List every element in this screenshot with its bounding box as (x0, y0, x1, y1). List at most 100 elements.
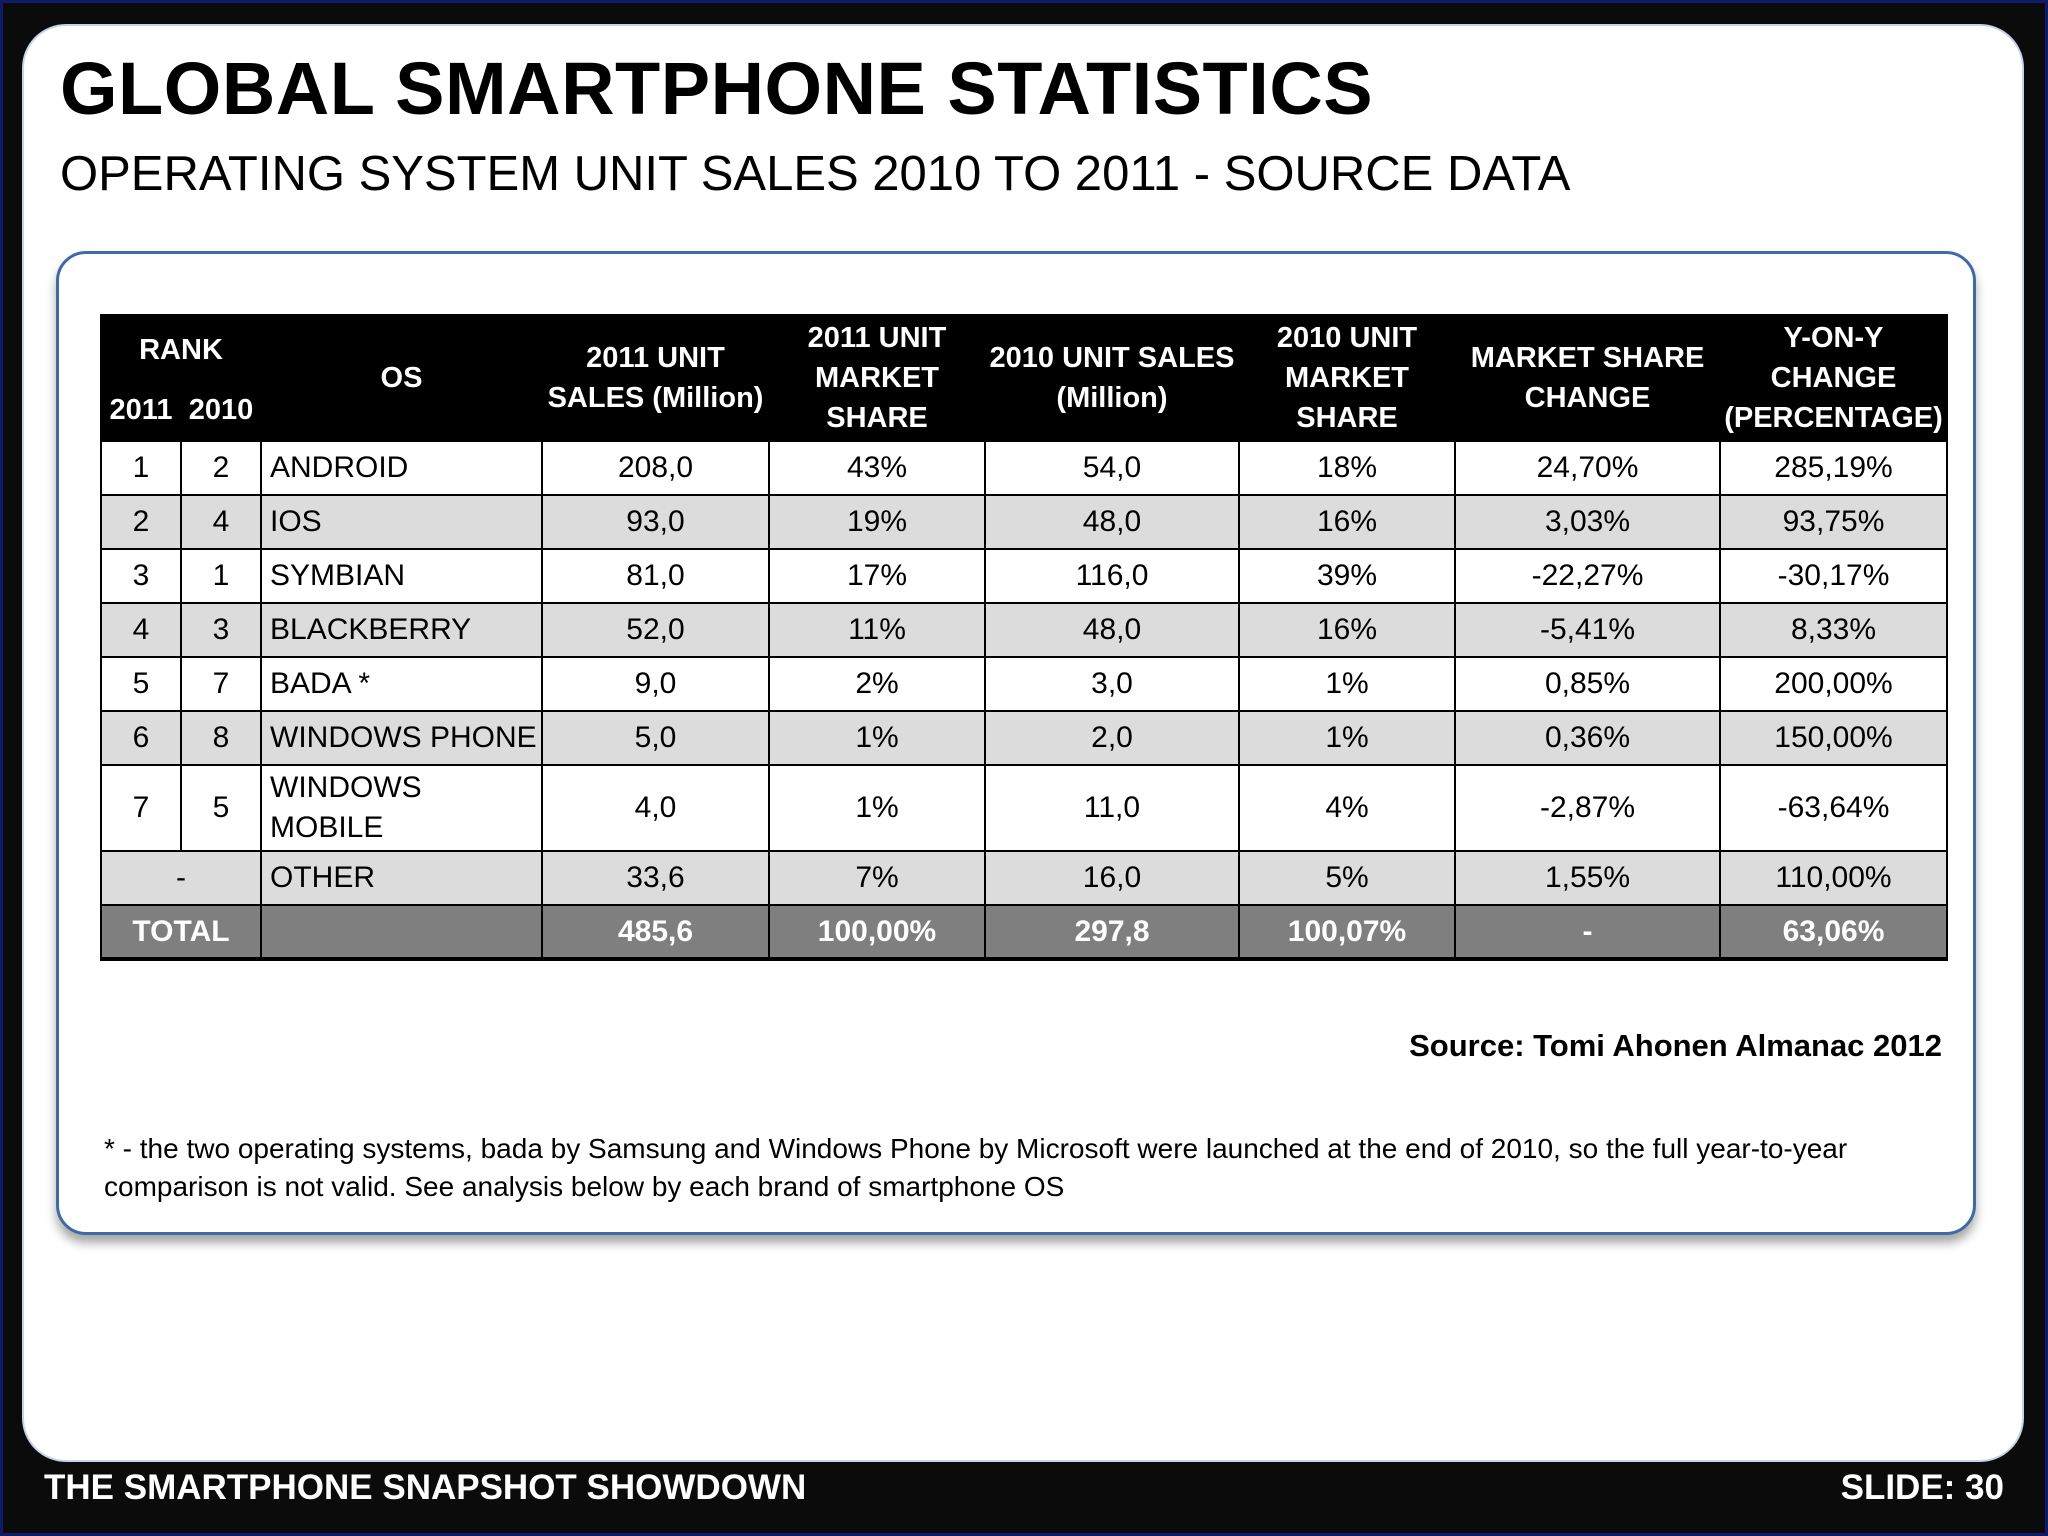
sales-2010-cell: 48,0 (984, 602, 1240, 658)
table-row: 4 3 BLACKBERRY 52,0 11% 48,0 16% -5,41% … (100, 602, 1948, 658)
share-2010-cell: 4% (1238, 764, 1456, 852)
os-cell: WINDOWS PHONE (260, 710, 543, 766)
table-row: 7 5 WINDOWS MOBILE 4,0 1% 11,0 4% -2,87%… (100, 764, 1948, 852)
share-change-cell: -22,27% (1454, 548, 1721, 604)
sales-2010-cell: 48,0 (984, 494, 1240, 550)
header-rank-2011: 2011 (100, 378, 182, 442)
total-yoy: 63,06% (1719, 904, 1948, 961)
rank-2011-cell: 2 (100, 494, 182, 550)
sales-2011-cell: 208,0 (541, 440, 770, 496)
header-share-change: MARKET SHARE CHANGE (1454, 314, 1721, 442)
sales-2011-cell: 93,0 (541, 494, 770, 550)
header-sales-2010: 2010 UNIT SALES (Million) (984, 314, 1240, 442)
source-note: Source: Tomi Ahonen Almanac 2012 (1409, 1028, 1942, 1063)
share-2011-cell: 1% (768, 764, 986, 852)
slide-number: SLIDE: 30 (1840, 1468, 2004, 1507)
total-os-cell (260, 904, 543, 961)
sales-2010-cell: 2,0 (984, 710, 1240, 766)
sales-2011-cell: 9,0 (541, 656, 770, 712)
table-row: 2 4 IOS 93,0 19% 48,0 16% 3,03% 93,75% (100, 494, 1948, 550)
footer-title: THE SMARTPHONE SNAPSHOT SHOWDOWN (44, 1468, 807, 1507)
sales-2010-cell: 11,0 (984, 764, 1240, 852)
share-change-cell: 1,55% (1454, 850, 1721, 906)
share-2011-cell: 17% (768, 548, 986, 604)
sales-2011-cell: 5,0 (541, 710, 770, 766)
total-sales-2010: 297,8 (984, 904, 1240, 961)
yoy-cell: 93,75% (1719, 494, 1948, 550)
share-change-cell: -5,41% (1454, 602, 1721, 658)
share-change-cell: 3,03% (1454, 494, 1721, 550)
share-2011-cell: 11% (768, 602, 986, 658)
rank-2010-cell: 2 (180, 440, 262, 496)
sales-2011-cell: 33,6 (541, 850, 770, 906)
os-cell: IOS (260, 494, 543, 550)
table-row: 6 8 WINDOWS PHONE 5,0 1% 2,0 1% 0,36% 15… (100, 710, 1948, 766)
slide-subtitle: OPERATING SYSTEM UNIT SALES 2010 TO 2011… (60, 147, 1571, 201)
total-share-change: - (1454, 904, 1721, 961)
rank-2010-cell: 3 (180, 602, 262, 658)
os-cell: ANDROID (260, 440, 543, 496)
yoy-cell: 8,33% (1719, 602, 1948, 658)
sales-2010-cell: 16,0 (984, 850, 1240, 906)
share-2011-cell: 7% (768, 850, 986, 906)
table-row: - OTHER 33,6 7% 16,0 5% 1,55% 110,00% (100, 850, 1948, 906)
rank-2010-cell: 1 (180, 548, 262, 604)
total-label: TOTAL (100, 904, 262, 961)
share-change-cell: -2,87% (1454, 764, 1721, 852)
os-cell: BLACKBERRY (260, 602, 543, 658)
table-row: 5 7 BADA * 9,0 2% 3,0 1% 0,85% 200,00% (100, 656, 1948, 712)
header-share-2011: 2011 UNIT MARKET SHARE (768, 314, 986, 442)
yoy-cell: 150,00% (1719, 710, 1948, 766)
sales-2011-cell: 4,0 (541, 764, 770, 852)
header-rank: RANK (100, 314, 262, 380)
share-2010-cell: 18% (1238, 440, 1456, 496)
os-cell: OTHER (260, 850, 543, 906)
total-sales-2011: 485,6 (541, 904, 770, 961)
rank-2010-cell: 4 (180, 494, 262, 550)
rank-2011-cell: 3 (100, 548, 182, 604)
share-2011-cell: 19% (768, 494, 986, 550)
share-change-cell: 24,70% (1454, 440, 1721, 496)
rank-2011-cell: 5 (100, 656, 182, 712)
header-yoy: Y-ON-Y CHANGE (PERCENTAGE) (1719, 314, 1948, 442)
share-2010-cell: 1% (1238, 710, 1456, 766)
yoy-cell: -30,17% (1719, 548, 1948, 604)
os-sales-table: RANK OS 2011 UNIT SALES (Million) 2011 U… (100, 314, 1948, 961)
yoy-cell: 200,00% (1719, 656, 1948, 712)
total-row: TOTAL 485,6 100,00% 297,8 100,07% - 63,0… (100, 904, 1948, 961)
slide-title: GLOBAL SMARTPHONE STATISTICS (60, 47, 1374, 130)
share-2010-cell: 5% (1238, 850, 1456, 906)
sales-2010-cell: 116,0 (984, 548, 1240, 604)
header-os: OS (260, 314, 543, 442)
share-change-cell: 0,85% (1454, 656, 1721, 712)
header-rank-2010: 2010 (180, 378, 262, 442)
sales-2011-cell: 81,0 (541, 548, 770, 604)
table-row: 1 2 ANDROID 208,0 43% 54,0 18% 24,70% 28… (100, 440, 1948, 496)
rank-2011-cell: 7 (100, 764, 182, 852)
os-cell: SYMBIAN (260, 548, 543, 604)
header-sales-2011: 2011 UNIT SALES (Million) (541, 314, 770, 442)
sales-2010-cell: 54,0 (984, 440, 1240, 496)
rank-2010-cell: 7 (180, 656, 262, 712)
rank-2011-cell: 6 (100, 710, 182, 766)
share-2011-cell: 2% (768, 656, 986, 712)
share-2010-cell: 1% (1238, 656, 1456, 712)
yoy-cell: -63,64% (1719, 764, 1948, 852)
share-2010-cell: 16% (1238, 602, 1456, 658)
share-2011-cell: 1% (768, 710, 986, 766)
sales-2010-cell: 3,0 (984, 656, 1240, 712)
yoy-cell: 110,00% (1719, 850, 1948, 906)
rank-cell: - (100, 850, 262, 906)
sales-2011-cell: 52,0 (541, 602, 770, 658)
share-2011-cell: 43% (768, 440, 986, 496)
os-cell: WINDOWS MOBILE (260, 764, 543, 852)
header-share-2010: 2010 UNIT MARKET SHARE (1238, 314, 1456, 442)
yoy-cell: 285,19% (1719, 440, 1948, 496)
rank-2010-cell: 8 (180, 710, 262, 766)
share-2010-cell: 39% (1238, 548, 1456, 604)
rank-2010-cell: 5 (180, 764, 262, 852)
rank-2011-cell: 1 (100, 440, 182, 496)
total-share-2010: 100,07% (1238, 904, 1456, 961)
total-share-2011: 100,00% (768, 904, 986, 961)
rank-2011-cell: 4 (100, 602, 182, 658)
